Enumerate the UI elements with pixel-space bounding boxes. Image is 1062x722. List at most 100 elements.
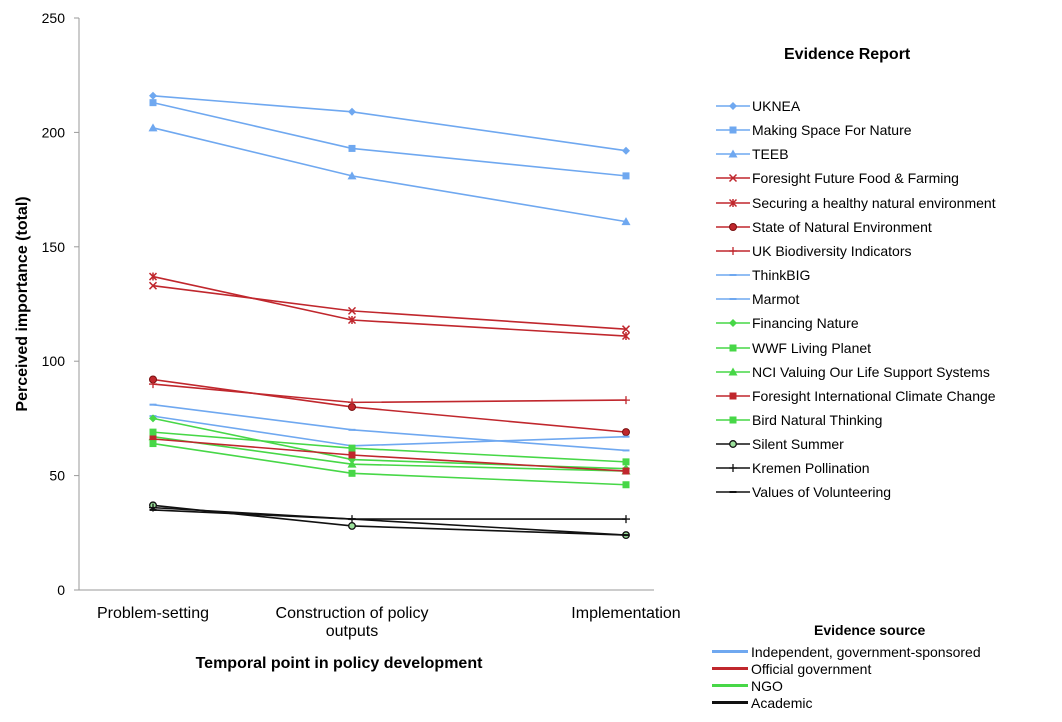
y-tick-label: 100	[42, 353, 66, 369]
series-teeb	[148, 123, 631, 226]
series-securing-a-healthy-natural-environment	[148, 272, 631, 341]
data-point	[347, 306, 357, 315]
source-label: Independent, government-sponsored	[751, 643, 981, 660]
legend-item: Financing Nature	[716, 313, 859, 333]
y-tick-label: 50	[49, 468, 65, 484]
x-tick-label: Problem-setting	[97, 605, 209, 622]
series-marmot	[149, 415, 630, 447]
data-point	[348, 144, 356, 152]
source-legend-item: Academic	[712, 694, 812, 711]
data-point	[622, 467, 630, 475]
data-point	[622, 172, 630, 180]
data-point	[622, 458, 630, 466]
legend-swatch	[716, 319, 750, 328]
legend-marker	[729, 344, 737, 351]
legend-item: UKNEA	[716, 96, 800, 116]
legend-swatch	[716, 298, 750, 301]
source-swatch	[712, 701, 748, 704]
series-thinkbig	[149, 403, 630, 452]
series-line	[152, 127, 627, 223]
series-uk-biodiversity-indicators	[149, 380, 630, 407]
data-point	[621, 217, 631, 226]
series-line	[152, 509, 627, 536]
data-point	[622, 515, 630, 524]
legend-label: ThinkBIG	[752, 267, 811, 284]
data-point	[148, 123, 158, 132]
legend-swatch	[716, 246, 750, 255]
x-axis-label: Temporal point in policy development	[196, 655, 484, 672]
data-point	[347, 171, 357, 180]
source-swatch	[712, 650, 748, 653]
legend-title: Evidence Report	[784, 46, 911, 63]
legend-swatch	[716, 416, 750, 424]
series-bird-natural-thinking	[149, 440, 630, 489]
legend-item: UK Biodiversity Indicators	[716, 241, 912, 261]
data-point	[149, 435, 157, 443]
series-making-space-for-nature	[149, 99, 630, 180]
series-line	[152, 94, 627, 152]
source-swatch	[712, 684, 748, 687]
chart-axes: 0 50 100 150 200 250 Problem-setting Constructi…	[42, 10, 681, 640]
y-tick-label: 0	[57, 582, 65, 598]
legend-marker	[728, 367, 738, 376]
series-line	[152, 378, 627, 433]
legend-swatch	[716, 344, 750, 351]
legend-label: UKNEA	[752, 98, 801, 114]
legend-swatch	[716, 464, 750, 473]
series-line	[152, 438, 627, 472]
legend-marker	[729, 440, 737, 449]
source-legend-title: Evidence source	[814, 622, 926, 638]
legend-item: WWF Living Planet	[716, 338, 871, 358]
legend-marker	[729, 126, 737, 134]
legend-label: WWF Living Planet	[752, 339, 872, 356]
legend-swatch	[716, 491, 750, 494]
legend-item: Securing a healthy natural environment	[716, 193, 996, 213]
data-point	[622, 146, 630, 155]
source-legend-item: Official government	[712, 660, 871, 677]
y-tick-label: 250	[42, 10, 66, 26]
data-point	[348, 398, 356, 407]
legend-swatch	[716, 222, 750, 231]
x-tick-label: Implementation	[571, 605, 680, 622]
legend-label: Financing Nature	[752, 315, 859, 332]
legend-item: Silent Summer	[716, 434, 844, 454]
source-legend-item: Independent, government-sponsored	[712, 643, 981, 660]
legend-item: Values of Volunteering	[716, 482, 891, 502]
legend-swatch	[716, 367, 750, 376]
legend-swatch	[716, 149, 750, 158]
legend-marker	[729, 464, 737, 473]
source-label: Academic	[751, 694, 813, 711]
legend-marker	[729, 392, 737, 400]
source-label: NGO	[751, 677, 783, 694]
data-point	[622, 428, 630, 437]
source-legend-item: NGO	[712, 677, 783, 694]
legend-marker	[729, 246, 737, 255]
data-point	[148, 272, 158, 281]
chart-series	[148, 91, 631, 540]
legend-item: Foresight International Climate Change	[716, 386, 996, 406]
series-foresight-international-climate-change	[149, 435, 630, 475]
legend-swatch	[716, 174, 750, 183]
legend-label: Making Space For Nature	[752, 122, 912, 139]
legend-swatch	[716, 102, 750, 110]
series-line	[152, 383, 627, 404]
data-point	[348, 107, 356, 116]
series-foresight-future-food-farming	[148, 281, 631, 334]
legend-marker	[728, 198, 738, 207]
y-tick-label: 200	[42, 124, 66, 140]
series-line	[152, 403, 627, 452]
legend-item: NCI Valuing Our Life Support Systems	[716, 362, 990, 382]
legend-swatch	[716, 198, 750, 207]
y-axis-label: Perceived importance (total)	[14, 196, 31, 411]
data-point	[149, 99, 157, 107]
legend-item: TEEB	[716, 144, 789, 164]
legend-item: Making Space For Nature	[716, 120, 912, 140]
series-wwf-living-planet	[149, 428, 630, 466]
data-point	[622, 396, 630, 405]
legend-swatch	[716, 126, 750, 134]
data-point	[347, 459, 357, 468]
legend-label: TEEB	[752, 146, 789, 163]
legend-marker	[729, 319, 737, 328]
data-point	[621, 325, 631, 334]
legend-label: NCI Valuing Our Life Support Systems	[752, 363, 990, 380]
